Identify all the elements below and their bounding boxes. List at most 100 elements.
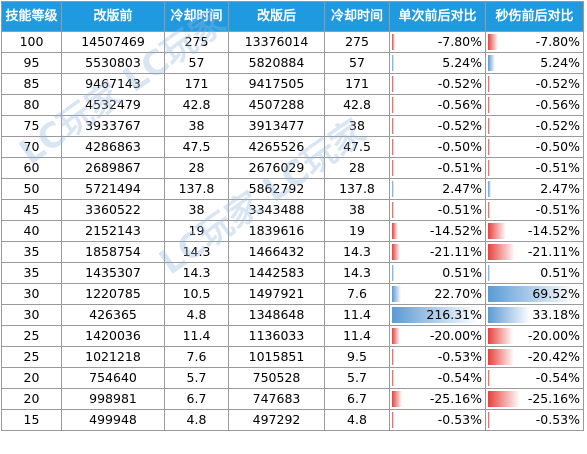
cell-after: 9417505 [228, 73, 325, 95]
cell-after: 2676029 [228, 157, 325, 179]
cell-dps-compare: -20.42% [485, 346, 584, 368]
cell-after: 1839616 [228, 220, 325, 242]
cell-cd-after: 171 [324, 73, 390, 95]
data-bar [488, 202, 490, 218]
column-header: 技能等级 [1, 1, 62, 32]
cell-dps-compare: -0.51% [485, 157, 584, 179]
cell-single-compare: -0.52% [389, 115, 486, 137]
cell-value: -0.52% [437, 118, 482, 133]
table-row: 25 1420036 11.4 1136033 11.4 -20.00% -20.00% [1, 325, 584, 347]
cell-value: -21.11% [527, 244, 580, 259]
cell-cd-before: 137.8 [164, 178, 229, 200]
cell-level: 20 [1, 367, 62, 389]
table-row: 20 754640 5.7 750528 5.7 -0.54% -0.54% [1, 367, 584, 389]
data-bar [488, 307, 530, 323]
column-header: 秒伤前后对比 [485, 1, 584, 32]
cell-after: 4265526 [228, 136, 325, 158]
data-bar [488, 286, 576, 302]
cell-value: -0.50% [535, 139, 580, 154]
cell-dps-compare: -7.80% [485, 31, 584, 53]
cell-cd-after: 6.7 [324, 388, 390, 410]
cell-dps-compare: -0.56% [485, 94, 584, 116]
cell-value: 0.51% [540, 265, 580, 280]
table-row: 30 1220785 10.5 1497921 7.6 22.70% 69.52% [1, 283, 584, 305]
cell-before: 14507469 [61, 31, 165, 53]
table-row: 100 14507469 275 13376014 275 -7.80% -7.80% [1, 31, 584, 53]
cell-value: -7.80% [437, 34, 482, 49]
cell-single-compare: 22.70% [389, 283, 486, 305]
data-bar [488, 76, 490, 92]
cell-before: 2152143 [61, 220, 165, 242]
skill-comparison-table: 技能等级 改版前 冷却时间 改版后 冷却时间 单次前后对比 秒伤前后对比 100 145074… [1, 1, 584, 431]
cell-before: 3933767 [61, 115, 165, 137]
cell-value: 2.47% [540, 181, 580, 196]
cell-level: 30 [1, 283, 62, 305]
data-bar [392, 244, 401, 260]
cell-before: 5530803 [61, 52, 165, 74]
cell-cd-after: 19 [324, 220, 390, 242]
data-bar [392, 181, 394, 197]
cell-single-compare: -0.56% [389, 94, 486, 116]
cell-dps-compare: -14.52% [485, 220, 584, 242]
cell-before: 9467143 [61, 73, 165, 95]
cell-cd-after: 14.3 [324, 241, 390, 263]
cell-cd-after: 38 [324, 199, 390, 221]
cell-cd-before: 4.8 [164, 304, 229, 326]
cell-level: 15 [1, 409, 62, 431]
cell-single-compare: -21.11% [389, 241, 486, 263]
cell-dps-compare: 2.47% [485, 178, 584, 200]
cell-level: 30 [1, 304, 62, 326]
cell-single-compare: 216.31% [389, 304, 486, 326]
cell-value: -20.42% [527, 349, 580, 364]
data-bar [488, 34, 498, 50]
cell-before: 998981 [61, 388, 165, 410]
table-row: 30 426365 4.8 1348648 11.4 216.31% 33.18% [1, 304, 584, 326]
cell-after: 3913477 [228, 115, 325, 137]
cell-cd-before: 4.8 [164, 409, 229, 431]
cell-dps-compare: 0.51% [485, 262, 584, 284]
cell-dps-compare: 5.24% [485, 52, 584, 74]
table-row: 20 998981 6.7 747683 6.7 -25.16% -25.16% [1, 388, 584, 410]
cell-single-compare: -14.52% [389, 220, 486, 242]
column-header: 冷却时间 [324, 1, 390, 32]
cell-value: 5.24% [540, 55, 580, 70]
cell-value: 216.31% [426, 307, 482, 322]
cell-cd-before: 275 [164, 31, 229, 53]
cell-single-compare: 0.51% [389, 262, 486, 284]
table-row: 80 4532479 42.8 4507288 42.8 -0.56% -0.56% [1, 94, 584, 116]
cell-dps-compare: -25.16% [485, 388, 584, 410]
data-bar [392, 391, 402, 407]
cell-after: 1348648 [228, 304, 325, 326]
cell-after: 497292 [228, 409, 325, 431]
table-row: 75 3933767 38 3913477 38 -0.52% -0.52% [1, 115, 584, 137]
cell-cd-before: 28 [164, 157, 229, 179]
cell-cd-after: 137.8 [324, 178, 390, 200]
cell-value: -0.56% [535, 97, 580, 112]
cell-dps-compare: -20.00% [485, 325, 584, 347]
cell-dps-compare: 69.52% [485, 283, 584, 305]
column-header: 改版前 [61, 1, 165, 32]
data-bar [488, 55, 495, 71]
cell-value: -0.52% [535, 118, 580, 133]
cell-before: 1021218 [61, 346, 165, 368]
cell-cd-before: 7.6 [164, 346, 229, 368]
cell-value: -0.53% [535, 412, 580, 427]
table-row: 15 499948 4.8 497292 4.8 -0.53% -0.53% [1, 409, 584, 431]
cell-after: 3343488 [228, 199, 325, 221]
cell-value: -0.52% [535, 76, 580, 91]
cell-cd-before: 38 [164, 115, 229, 137]
cell-level: 60 [1, 157, 62, 179]
column-header: 单次前后对比 [389, 1, 486, 32]
cell-value: -0.54% [535, 370, 580, 385]
cell-level: 25 [1, 346, 62, 368]
cell-cd-after: 14.3 [324, 262, 390, 284]
data-bar [392, 412, 394, 428]
cell-value: -0.51% [535, 202, 580, 217]
cell-single-compare: -0.51% [389, 157, 486, 179]
cell-value: -20.00% [429, 328, 482, 343]
table-row: 25 1021218 7.6 1015851 9.5 -0.53% -20.42% [1, 346, 584, 368]
cell-cd-after: 28 [324, 157, 390, 179]
data-bar [488, 244, 515, 260]
cell-value: 2.47% [442, 181, 482, 196]
cell-cd-after: 5.7 [324, 367, 390, 389]
